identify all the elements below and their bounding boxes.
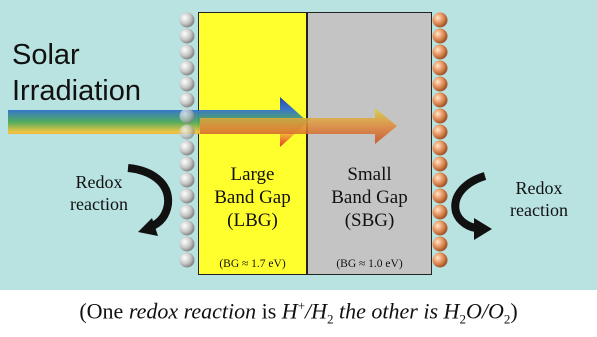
caption-italic2: the other is (333, 298, 444, 324)
sbg-bandgap-value: (BG ≈ 1.0 eV) (336, 258, 403, 270)
solar-irradiation-label: Solar Irradiation (12, 37, 141, 109)
left-catalyst-spheres (179, 12, 195, 268)
caption-italic1: redox reaction (128, 298, 257, 324)
lbg-bandgap-value: (BG ≈ 1.7 eV) (219, 258, 286, 270)
lbg-label: Large Band Gap (LBG) (198, 163, 307, 232)
sbg-line2: Band Gap (331, 187, 408, 208)
solar-line1: Solar (12, 39, 80, 71)
caption-close: ) (510, 298, 518, 324)
left-redox-arrow-icon (127, 164, 173, 236)
caption-slash1: / (305, 298, 312, 324)
right-catalyst-spheres (432, 12, 448, 268)
small-band-gap-layer (307, 12, 432, 275)
sbg-line3: (SBG) (344, 210, 395, 231)
caption-h2o-sub: 2 (459, 311, 466, 327)
diagram-graphics (8, 12, 492, 268)
caption-h: H (281, 298, 298, 324)
caption-open: (One (79, 298, 129, 324)
caption: (One redox reaction is H+/H2 the other i… (0, 289, 597, 329)
caption-o2-sub: 2 (503, 311, 511, 327)
caption-sub2: 2 (327, 311, 334, 327)
transmitted-light-arrow (200, 108, 397, 144)
lbg-line3: (LBG) (227, 210, 278, 231)
large-band-gap-layer (198, 12, 307, 275)
right-redox-arrow-icon (451, 172, 492, 240)
redox-right-line2: reaction (510, 200, 568, 220)
redox-left-line1: Redox (75, 172, 123, 192)
lbg-line1: Large (230, 164, 275, 185)
caption-h2o-o: O/O (465, 298, 504, 324)
caption-mid: is (256, 298, 282, 324)
caption-plus: + (297, 298, 306, 313)
redox-right-label: Redox reaction (492, 177, 586, 221)
redox-left-line2: reaction (70, 194, 128, 214)
solar-irradiation-arrow (8, 97, 308, 147)
caption-h2: H (311, 298, 328, 324)
sbg-line1: Small (347, 164, 392, 185)
redox-left-label: Redox reaction (54, 171, 144, 215)
sbg-label: Small Band Gap (SBG) (307, 163, 432, 232)
solar-line2: Irradiation (12, 75, 141, 107)
lbg-line2: Band Gap (214, 187, 291, 208)
redox-right-line1: Redox (515, 178, 563, 198)
caption-h2o-h: H (443, 298, 460, 324)
